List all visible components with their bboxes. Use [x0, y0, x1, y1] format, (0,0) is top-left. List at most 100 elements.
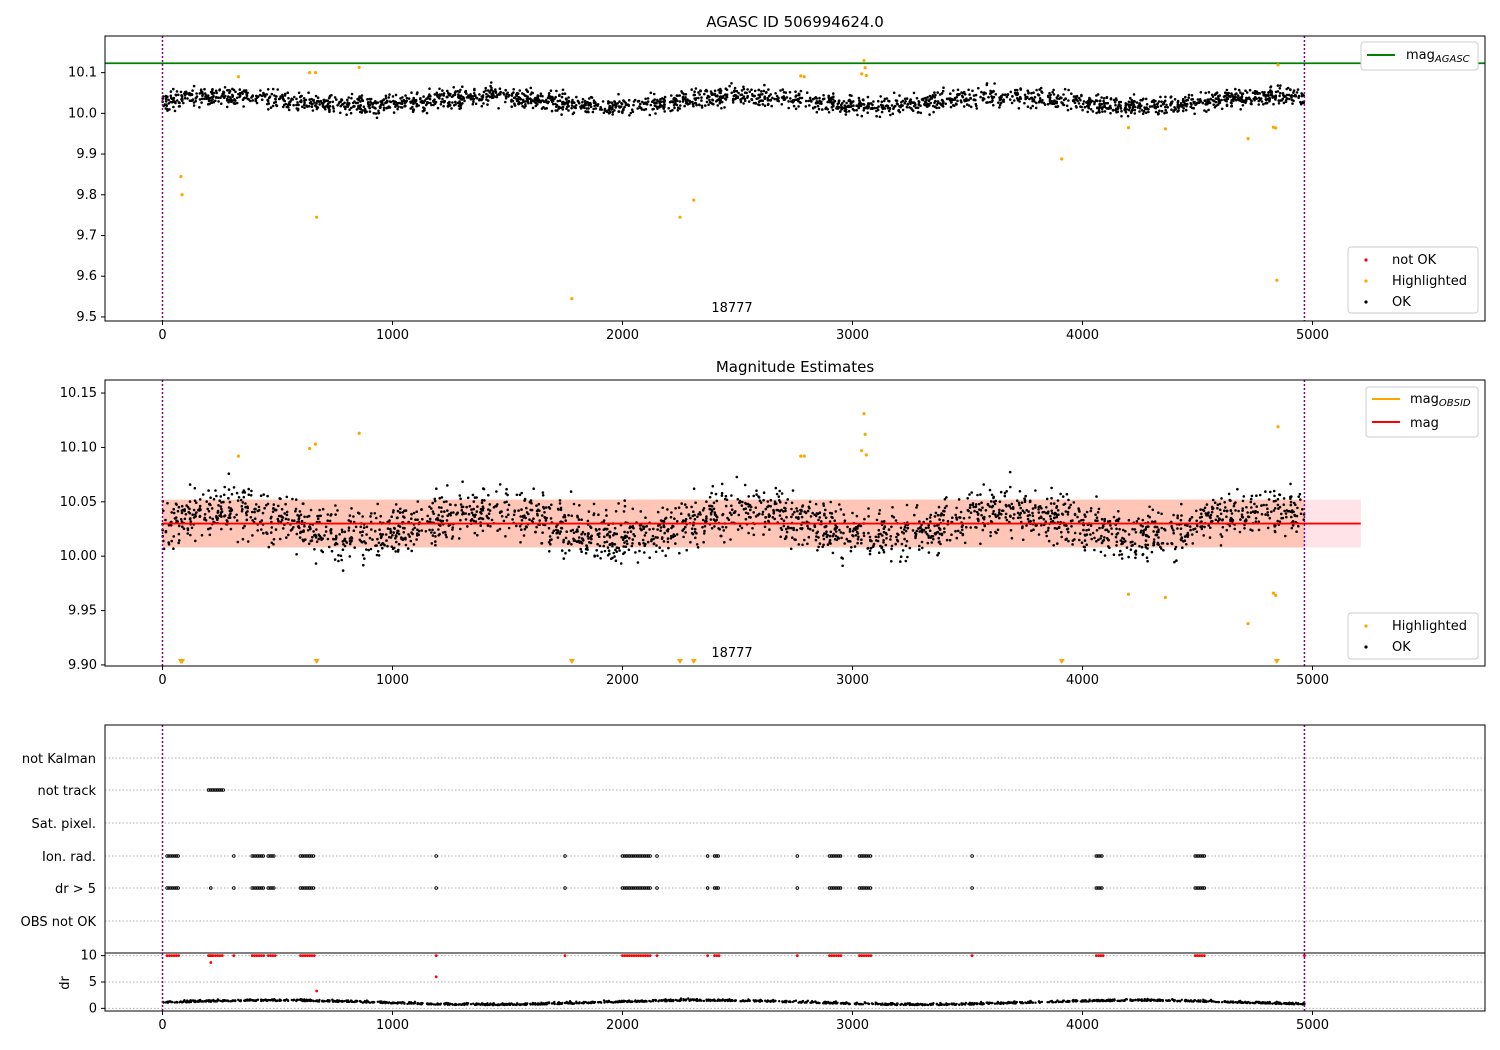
ok-point: [1067, 530, 1070, 534]
ok-point: [297, 514, 301, 518]
ok-point: [558, 499, 562, 502]
ok-point: [262, 91, 265, 95]
ok-point: [515, 493, 519, 497]
ok-point: [412, 511, 416, 515]
ok-point: [972, 94, 976, 97]
ok-point: [840, 536, 843, 540]
ok-point: [453, 93, 457, 96]
ok-point: [822, 537, 826, 541]
ok-point: [1235, 92, 1238, 95]
ok-point: [784, 507, 787, 510]
ok-point: [1115, 98, 1118, 102]
ok-point: [916, 111, 920, 114]
ok-point: [531, 106, 535, 110]
ok-point: [630, 108, 634, 111]
ok-point: [172, 97, 175, 101]
ok-point: [909, 99, 912, 103]
ok-point: [682, 535, 685, 539]
ok-point: [648, 528, 651, 531]
ok-point: [621, 110, 624, 113]
ok-point: [1034, 524, 1037, 527]
ok-point: [613, 555, 616, 558]
ok-point: [348, 555, 352, 558]
ok-point: [1180, 105, 1184, 108]
ok-point: [442, 104, 445, 108]
ok-point: [779, 535, 782, 539]
ok-point: [587, 97, 591, 100]
ok-point: [979, 542, 982, 546]
ok-point: [188, 483, 192, 486]
flag-point: [311, 854, 316, 858]
ok-point: [438, 87, 441, 91]
ok-point: [227, 516, 230, 520]
ok-point: [572, 502, 576, 506]
ok-point: [786, 525, 790, 529]
ok-point: [570, 104, 574, 107]
ok-point: [1152, 538, 1156, 541]
ok-point: [1103, 110, 1107, 113]
ok-point: [1234, 87, 1237, 91]
ok-point: [459, 97, 463, 101]
ok-point: [759, 99, 762, 102]
ok-point: [689, 540, 692, 544]
highlighted-point: [1246, 137, 1250, 141]
ok-point: [328, 545, 331, 549]
ok-point: [618, 100, 621, 103]
ok-point: [900, 101, 903, 104]
ok-point: [1056, 542, 1059, 545]
ok-point: [800, 527, 804, 531]
ok-point: [1214, 518, 1218, 522]
ok-point: [341, 569, 345, 572]
ok-point: [1098, 111, 1101, 114]
ok-point: [917, 548, 921, 551]
ok-point: [608, 110, 612, 114]
highlighted-point: [1274, 126, 1278, 130]
ok-point: [217, 96, 220, 99]
ok-point: [822, 543, 825, 547]
ok-point: [1221, 518, 1224, 521]
ok-point: [521, 104, 524, 108]
ok-point: [857, 535, 860, 539]
ok-point: [1154, 533, 1158, 537]
ok-point: [285, 495, 289, 499]
ok-point: [1163, 100, 1166, 104]
ok-point: [1150, 100, 1154, 103]
ok-point: [971, 503, 975, 507]
ok-point: [1190, 515, 1194, 519]
ok-point: [805, 91, 809, 94]
ok-point: [866, 546, 870, 550]
ok-point: [1144, 97, 1148, 101]
ok-point: [1141, 518, 1145, 522]
ok-point: [933, 91, 936, 94]
ok-point: [446, 514, 450, 517]
ok-point: [898, 104, 901, 108]
ok-point: [1219, 512, 1223, 516]
ok-point: [631, 507, 635, 511]
ok-point: [815, 110, 819, 114]
ok-point: [235, 96, 239, 100]
ok-point: [177, 505, 181, 509]
ok-point: [328, 519, 332, 523]
ok-point: [518, 493, 522, 497]
ok-point: [1065, 528, 1069, 531]
ok-point: [662, 100, 666, 104]
ok-point: [1083, 105, 1087, 109]
ok-point: [771, 516, 775, 519]
ok-point: [687, 514, 691, 517]
ok-point: [343, 105, 346, 108]
ok-point: [766, 500, 770, 503]
ok-point: [517, 509, 520, 512]
ok-point: [1274, 95, 1278, 99]
ok-point: [789, 97, 792, 100]
ok-point: [841, 564, 844, 568]
ok-point: [396, 107, 399, 111]
ok-point: [350, 96, 353, 100]
ok-point: [198, 504, 202, 508]
ok-point: [1013, 513, 1016, 516]
ok-point: [381, 533, 385, 536]
ok-point: [811, 529, 815, 532]
ok-point: [457, 94, 461, 97]
ok-point: [1236, 96, 1240, 100]
ok-point: [586, 532, 590, 535]
ok-point: [446, 95, 449, 99]
